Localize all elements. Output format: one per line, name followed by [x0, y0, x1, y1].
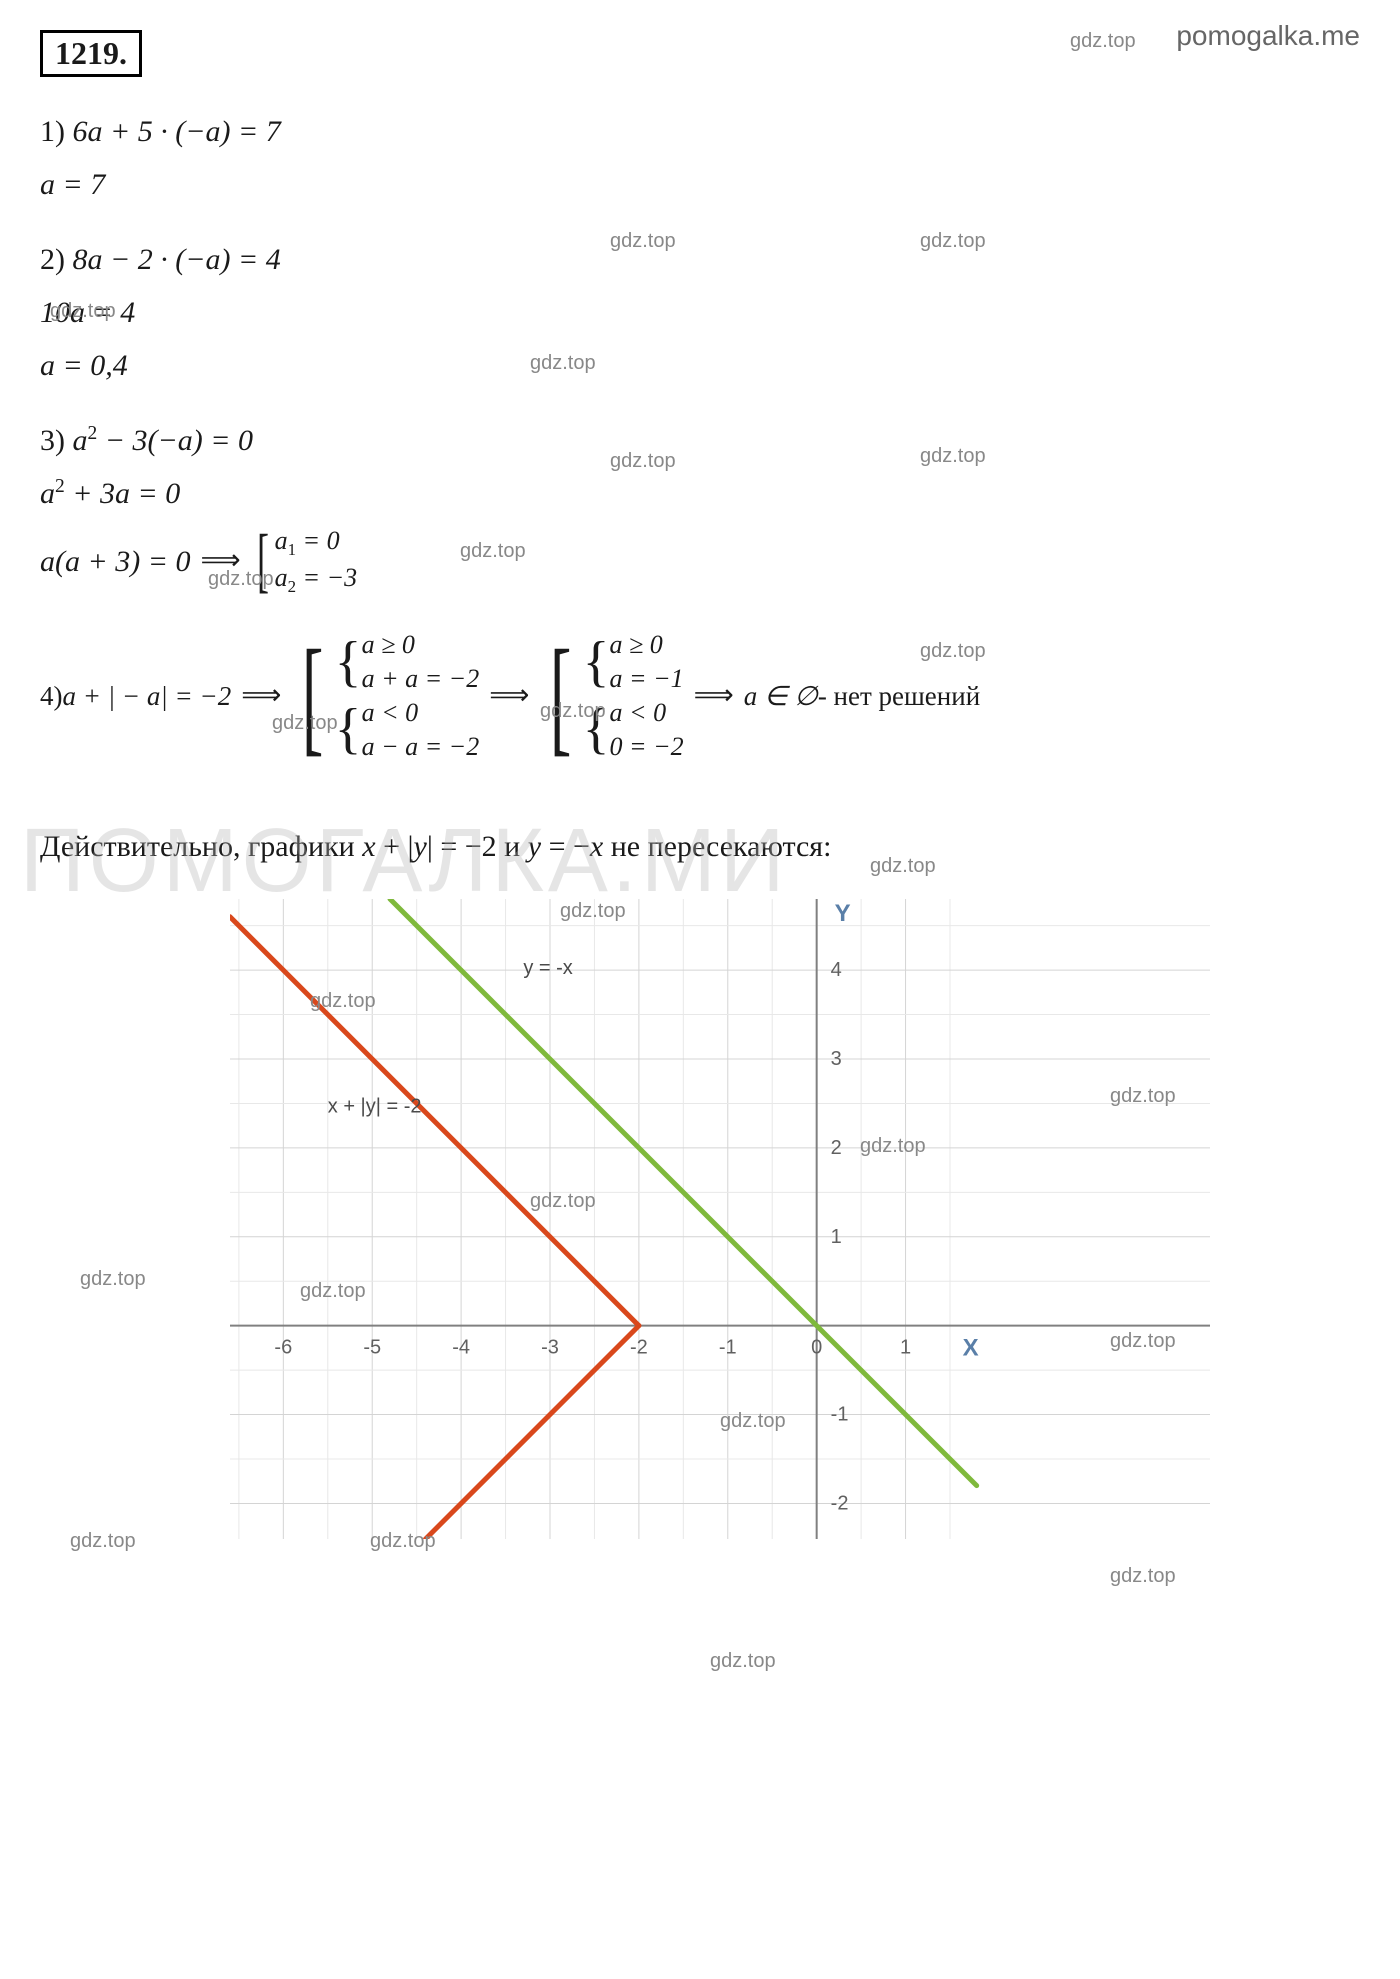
c2l1: a < 0 — [610, 696, 684, 730]
bracket-icon: [ — [302, 644, 324, 748]
brace-icon: { — [583, 640, 610, 685]
b1l1: a ≥ 0 — [362, 628, 480, 662]
section-2: 2) 8a − 2 · (−a) = 4 10a = 4 a = 0,4 — [40, 237, 1360, 388]
svg-text:1: 1 — [831, 1225, 842, 1247]
site-name: pomogalka.me — [1176, 20, 1360, 52]
eq-3-2: a2 + 3a = 0 — [40, 471, 1360, 516]
svg-text:0: 0 — [811, 1336, 822, 1358]
arrow-icon: ⟹ — [489, 675, 529, 717]
solution-stack-3: a1 = 0 a2 = −3 — [275, 524, 358, 598]
eq-1-2: a = 7 — [40, 162, 1360, 207]
label-3: 3) — [40, 424, 73, 457]
label-4: 4) — [40, 676, 63, 717]
watermark-text: gdz.top — [70, 1530, 136, 1553]
brace-icon: { — [583, 707, 610, 752]
eq-2-3: a = 0,4 — [40, 343, 1360, 388]
result-4: a ∈ ∅ — [744, 676, 818, 717]
svg-text:-1: -1 — [831, 1403, 849, 1425]
result-4-text: - нет решений — [818, 676, 980, 717]
svg-text:-4: -4 — [452, 1336, 470, 1358]
watermark-text: gdz.top — [80, 1268, 146, 1291]
svg-text:-3: -3 — [541, 1336, 559, 1358]
sol-3-1: a1 = 0 — [275, 524, 358, 561]
expr-3-3-left: a(a + 3) = 0 — [40, 539, 190, 584]
eq-3-1: 3) a2 − 3(−a) = 0 — [40, 418, 1360, 463]
eq-3-3: a(a + 3) = 0 ⟹ [ a1 = 0 a2 = −3 — [40, 524, 1360, 598]
watermark-text: gdz.top — [1070, 30, 1136, 53]
eq-1-1: 1) 6a + 5 · (−a) = 7 — [40, 109, 1360, 154]
brace-icon: { — [335, 707, 362, 752]
b2l2: a − a = −2 — [362, 730, 480, 764]
svg-text:-1: -1 — [719, 1336, 737, 1358]
arrow-icon: ⟹ — [694, 675, 734, 717]
svg-text:1: 1 — [900, 1336, 911, 1358]
c1l1: a ≥ 0 — [610, 628, 684, 662]
chart-container: -6 -5 -4 -3 -2 -1 0 1 -2 -1 1 2 3 4 X Yy = -x x + |y| = … — [230, 899, 1360, 1547]
expr-4-left: a + | − a| = −2 — [63, 676, 232, 717]
svg-text:3: 3 — [831, 1048, 842, 1070]
conclusion-text: Действительно, графики x + |y| = −2 и y … — [40, 824, 1360, 869]
watermark-text: gdz.top — [710, 1650, 776, 1673]
label-2: 2) — [40, 243, 73, 276]
expr-3-1: a2 − 3(−a) = 0 — [73, 424, 253, 457]
c1l2: a = −1 — [610, 662, 684, 696]
svg-text:x + |y| = -2: x + |y| = -2 — [328, 1095, 422, 1117]
bracket-icon: [ — [257, 532, 269, 590]
section-4: 4) a + | − a| = −2 ⟹ [ {a ≥ 0a + a = −2 … — [40, 628, 1360, 763]
svg-text:-6: -6 — [274, 1336, 292, 1358]
eq-2-1: 2) 8a − 2 · (−a) = 4 — [40, 237, 1360, 282]
arrow-icon: ⟹ — [241, 675, 281, 717]
svg-text:-5: -5 — [363, 1336, 381, 1358]
chart-svg: -6 -5 -4 -3 -2 -1 0 1 -2 -1 1 2 3 4 X Yy = -x x + |y| = … — [230, 899, 1210, 1539]
label-1: 1) — [40, 115, 73, 148]
svg-text:-2: -2 — [831, 1492, 849, 1514]
section-3: 3) a2 − 3(−a) = 0 a2 + 3a = 0 a(a + 3) =… — [40, 418, 1360, 598]
svg-text:4: 4 — [831, 959, 842, 981]
watermark-text: gdz.top — [1110, 1565, 1176, 1588]
brace-icon: { — [335, 640, 362, 685]
svg-text:X: X — [963, 1334, 979, 1361]
eq-4: 4) a + | − a| = −2 ⟹ [ {a ≥ 0a + a = −2 … — [40, 628, 1360, 763]
svg-text:2: 2 — [831, 1136, 842, 1158]
svg-text:-2: -2 — [630, 1336, 648, 1358]
system-b: {a ≥ 0a + a = −2 {a < 0a − a = −2 — [335, 628, 480, 763]
section-1: 1) 6a + 5 · (−a) = 7 a = 7 — [40, 109, 1360, 207]
problem-number: 1219. — [40, 30, 142, 77]
arrow-icon: ⟹ — [200, 540, 240, 582]
c2l2: 0 = −2 — [610, 730, 684, 764]
eq-2-2: 10a = 4 — [40, 290, 1360, 335]
bracket-icon: [ — [550, 644, 572, 748]
expr-1-1: 6a + 5 · (−a) = 7 — [73, 115, 281, 148]
sol-3-2: a2 = −3 — [275, 561, 358, 598]
svg-text:Y: Y — [835, 900, 851, 927]
b1l2: a + a = −2 — [362, 662, 480, 696]
system-c: {a ≥ 0a = −1 {a < 00 = −2 — [583, 628, 684, 763]
svg-text:y = -x: y = -x — [523, 957, 572, 979]
b2l1: a < 0 — [362, 696, 480, 730]
expr-2-1: 8a − 2 · (−a) = 4 — [73, 243, 281, 276]
